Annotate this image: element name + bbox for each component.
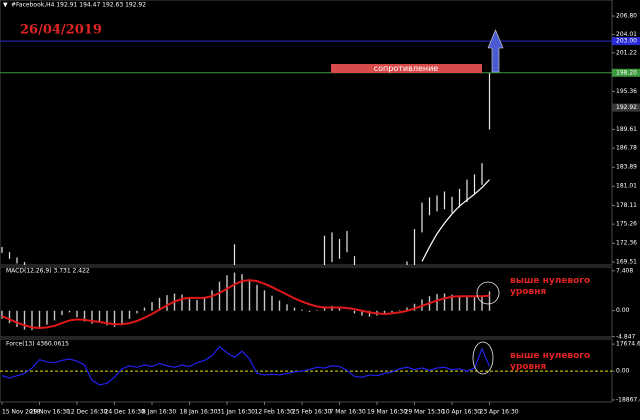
y-tick-label: 175.26 (616, 221, 637, 228)
force-note: выше нулевого уровня (510, 351, 591, 372)
resistance-box (331, 64, 482, 73)
y-tick-label: 195.36 (616, 88, 637, 95)
x-tick-label: 15 Nov 2018 (2, 409, 41, 416)
y-tick-label: 186.78 (616, 145, 637, 152)
highlight-circle (476, 281, 500, 305)
signal-line (1, 279, 490, 329)
x-tick-label: 12 Dec 16:30 (67, 409, 108, 416)
axes: 206.80 204.01 201.22 195.36 189.61 186.78 183.… (1, 13, 640, 416)
level-box (612, 103, 640, 112)
x-tick-label: 12 Feb 16:30 (255, 409, 295, 416)
x-tick-label: 18 Jan 16:30 (180, 409, 218, 416)
y-tick-label: 172.36 (616, 240, 637, 247)
level-label: 203.00 (616, 38, 637, 45)
y-tick-label: 0.00 (616, 368, 630, 375)
force-label: Force(13) 4360.0615 (6, 341, 69, 348)
y-tick-label: 204.01 (616, 31, 637, 38)
macd-note-text: выше нулевого уровня (510, 276, 591, 297)
x-tick-label: 29 Mar 15:30 (405, 409, 445, 416)
macd-plot (1, 272, 491, 331)
chart-header: #Facebook,H4 192.91 194.47 192.63 192.92 (11, 2, 146, 9)
force-line (1, 345, 491, 386)
y-tick-label: 7.408 (616, 267, 633, 274)
level-box (612, 68, 640, 77)
x-tick-label: 23 Apr 16:30 (480, 409, 519, 416)
date-annotation: 26/04/2019 (20, 23, 102, 38)
y-tick-label: 181.01 (616, 183, 637, 190)
price-plot (0, 40, 612, 265)
y-tick-label: 201.22 (616, 49, 637, 56)
x-tick-label: 29 Nov 16:30 (30, 409, 71, 416)
y-tick-label: 178.11 (616, 202, 637, 209)
force-plot (0, 345, 612, 386)
macd-panel (0, 266, 613, 338)
y-tick-label: 206.80 (616, 13, 637, 20)
y-tick-label: 17674.61 (616, 341, 640, 348)
resistance-label: сопротивление (374, 64, 439, 73)
x-tick-label: 7 Mar 16:30 (330, 409, 366, 416)
x-tick-label: 10 Apr 16:30 (442, 409, 481, 416)
arrow-icon: ▼ (3, 2, 8, 9)
macd-note: выше нулевого уровня (510, 276, 591, 297)
y-tick-label: -18867.4 (616, 396, 640, 403)
force-note-text: выше нулевого уровня (510, 351, 591, 372)
y-tick-label: 189.61 (616, 126, 637, 133)
x-tick-label: 31 Jan 16:30 (217, 409, 255, 416)
moving-average (421, 179, 490, 262)
y-tick-label: 169.51 (616, 259, 637, 266)
up-arrow (487, 29, 504, 73)
x-tick-label: 24 Dec 16:30 (105, 409, 146, 416)
y-tick-label: 0.00 (616, 307, 630, 314)
price-panel (0, 0, 613, 266)
macd-label: MACD(12,26,9) 3.731 2.422 (6, 268, 90, 275)
force-panel (0, 338, 613, 403)
highlight-circle (472, 341, 494, 375)
level-label: 198.20 (616, 69, 637, 76)
y-tick-label: 183.89 (616, 164, 637, 171)
x-tick-label: 8 Jan 16:30 (142, 409, 176, 416)
x-tick-label: 25 Feb 16:30 (292, 409, 332, 416)
level-box (612, 37, 640, 46)
level-label: 192.92 (616, 104, 637, 111)
x-tick-label: 19 Mar 16:30 (367, 409, 407, 416)
y-tick-label: -4.847 (616, 333, 636, 340)
